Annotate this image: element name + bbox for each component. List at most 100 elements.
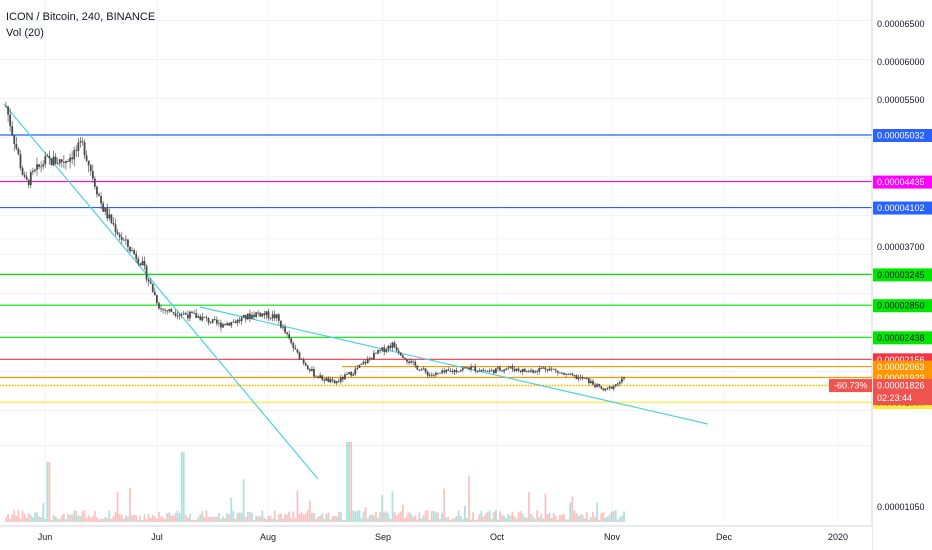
candle-body	[590, 381, 592, 384]
badge-background	[873, 201, 932, 215]
trendline-down-steep[interactable]	[3, 103, 319, 480]
candle-body	[23, 174, 26, 177]
volume-bar	[67, 513, 69, 522]
current-price-badge: -60.73% 0.00001826 02:23:44	[0, 379, 932, 406]
candle-body	[416, 365, 419, 370]
candle-body	[379, 350, 382, 351]
volume-bar	[590, 516, 592, 522]
candle-body	[550, 368, 553, 370]
volume-bar	[552, 513, 555, 522]
volume-bar	[127, 516, 129, 522]
volume-bar	[354, 511, 357, 522]
candle-body	[36, 164, 38, 170]
candle-body	[271, 314, 274, 319]
volume-bar	[234, 518, 237, 522]
candle-body	[83, 142, 86, 156]
candle-body	[401, 355, 404, 358]
volume-bar	[470, 519, 472, 522]
volume-bar	[261, 510, 264, 522]
volume-bar	[451, 518, 454, 522]
candle-body	[224, 324, 226, 326]
volume-bar	[124, 515, 127, 522]
volume-bar	[348, 442, 351, 522]
candle-body	[240, 317, 243, 322]
candle-body	[426, 371, 429, 376]
candle-body	[75, 150, 78, 152]
trendline-down-resistance[interactable]	[199, 306, 709, 425]
candle-body	[509, 366, 512, 368]
volume-bar	[48, 462, 51, 522]
volume-bar	[342, 519, 344, 522]
volume-bar	[513, 516, 516, 522]
candle-body	[193, 312, 195, 314]
volume-bar	[530, 514, 532, 522]
candle-body	[238, 319, 241, 322]
volume-bar	[40, 517, 43, 522]
candle-body	[110, 214, 113, 223]
candle-body	[60, 159, 63, 162]
candle-body	[488, 370, 491, 372]
candle-body	[104, 208, 107, 212]
volume-bar	[623, 511, 625, 522]
volume-bar	[36, 512, 38, 522]
candle-body	[79, 141, 82, 143]
volume-bar	[315, 518, 317, 522]
candle-body	[569, 373, 572, 375]
volume-bar	[501, 514, 503, 522]
candle-body	[329, 379, 332, 383]
time-axis[interactable]: Jun Jul Aug Sep Oct Nov Dec 2020	[0, 525, 872, 550]
volume-indicator-label[interactable]: Vol (20)	[6, 27, 44, 39]
candle-body	[308, 369, 311, 371]
volume-bar	[577, 515, 580, 522]
candle-body	[428, 374, 431, 376]
candle-body	[131, 250, 133, 252]
candle-body	[468, 367, 470, 370]
volume-bar	[17, 510, 20, 522]
trendlines[interactable]	[3, 103, 709, 480]
volume-bar	[106, 517, 109, 522]
candle-body	[89, 165, 92, 171]
volume-bar	[459, 515, 462, 522]
volume-bar	[331, 516, 334, 522]
candle-body	[186, 314, 189, 319]
volume-bar	[271, 519, 274, 522]
price-tick-label: 0.00001050	[877, 502, 925, 512]
candle-body	[548, 368, 551, 371]
volume-bar	[587, 519, 590, 522]
volume-bar	[422, 515, 425, 522]
candle-body	[381, 347, 384, 351]
candle-body	[273, 314, 276, 319]
volume-bar	[77, 515, 80, 522]
badge-price-text: 0.00002850	[877, 301, 925, 311]
level-price-badge: 0.00002063	[873, 360, 932, 374]
volume-bar	[370, 514, 373, 522]
level-price-badge: 0.00003245	[873, 268, 932, 282]
volume-bar	[120, 514, 123, 522]
candle-body	[565, 373, 568, 375]
volume-bar	[133, 514, 136, 522]
candle-body	[302, 359, 305, 364]
volume-bar	[91, 516, 94, 522]
volume-bar	[598, 519, 601, 522]
chart-legend: ICON / Bitcoin, 240, BINANCE Vol (20)	[6, 9, 155, 41]
volume-bar	[186, 517, 189, 522]
candle-body	[98, 194, 100, 197]
time-tick-label: Nov	[604, 532, 621, 542]
volume-bar	[69, 514, 71, 522]
candle-body	[85, 155, 88, 161]
candle-body	[339, 376, 342, 382]
horizontal-levels[interactable]	[0, 134, 872, 403]
volume-bar	[509, 515, 512, 522]
volume-bar	[50, 519, 53, 522]
candle-body	[323, 379, 326, 381]
candle-body	[499, 367, 501, 371]
candle-body	[310, 369, 313, 371]
volume-bar	[46, 462, 49, 522]
volume-bar	[503, 515, 506, 522]
symbol-title[interactable]: ICON / Bitcoin, 240, BINANCE	[6, 11, 156, 23]
candle-body	[348, 372, 351, 375]
change-percent-text: -60.73%	[834, 381, 868, 391]
candle-body	[236, 319, 239, 324]
volume-bar	[162, 517, 164, 522]
